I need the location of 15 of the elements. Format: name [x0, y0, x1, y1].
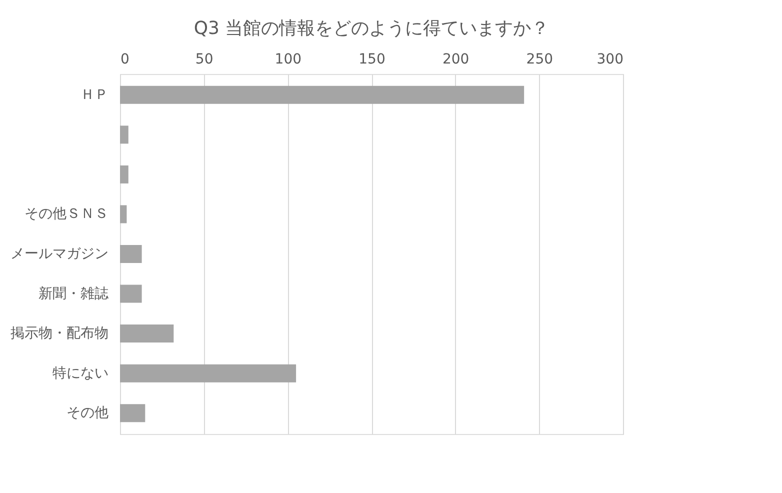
x-tick-label: 250 — [526, 52, 554, 68]
x-tick-label: 150 — [358, 52, 386, 68]
x-tick-label: 200 — [442, 52, 470, 68]
y-tick-label: 掲示物・配布物 — [10, 326, 108, 342]
y-tick-label: ＨＰ — [80, 86, 108, 103]
x-tick-label: 100 — [274, 52, 302, 68]
y-tick-label: メールマガジン — [10, 246, 108, 262]
chart-title: Q3 当館の情報をどのように得ていますか？ — [194, 18, 550, 39]
x-tick-label: 0 — [120, 52, 130, 68]
y-tick-label: 特にない — [52, 365, 108, 382]
y-tick-label: その他 — [66, 405, 108, 422]
x-tick-label: 300 — [596, 52, 624, 68]
x-tick-label: 50 — [195, 52, 214, 68]
y-tick-label: その他ＳＮＳ — [24, 206, 108, 222]
y-tick-label: 新聞・雑誌 — [38, 286, 108, 302]
